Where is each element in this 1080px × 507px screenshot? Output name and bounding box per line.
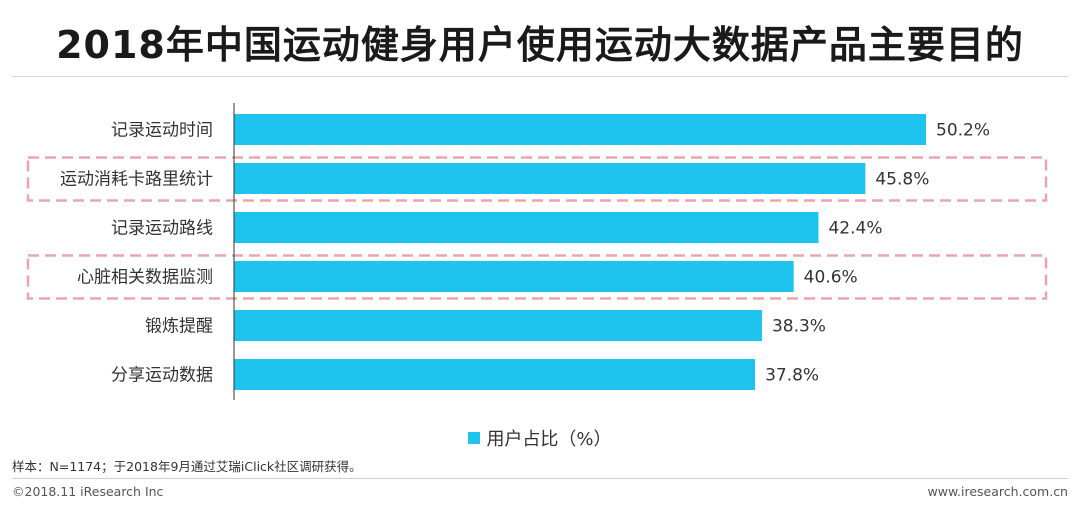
bar: [234, 212, 819, 243]
copyright-text: ©2018.11 iResearch Inc: [12, 484, 164, 499]
footer-divider: [12, 478, 1068, 479]
legend-label: 用户占比（%）: [486, 429, 612, 450]
legend-swatch: [468, 432, 481, 444]
chart-title: 2018年中国运动健身用户使用运动大数据产品主要目的: [56, 23, 1024, 67]
highlight-box: [26, 254, 1048, 300]
value-label: 37.8%: [765, 366, 819, 386]
category-label: 运动消耗卡路里统计: [60, 170, 213, 190]
website-url: www.iresearch.com.cn: [927, 484, 1069, 499]
category-label: 心脏相关数据监测: [77, 268, 213, 288]
bar: [234, 163, 866, 194]
bar: [234, 310, 762, 341]
value-label: 45.8%: [875, 170, 929, 190]
category-label: 锻炼提醒: [145, 317, 213, 337]
legend: 用户占比（%）: [0, 425, 1080, 451]
bar: [234, 261, 794, 292]
title-divider: [12, 76, 1068, 77]
value-label: 42.4%: [828, 219, 882, 239]
highlight-box: [26, 156, 1048, 202]
highlight-boxes: [26, 156, 1048, 300]
value-labels: 50.2% 45.8% 42.4% 40.6% 38.3% 37.8%: [765, 121, 990, 386]
value-label: 50.2%: [936, 121, 990, 141]
bar: [234, 359, 756, 390]
bars: [234, 114, 926, 390]
category-label: 分享运动数据: [111, 366, 213, 386]
value-label: 38.3%: [772, 317, 826, 337]
sample-footnote: 样本：N=1174；于2018年9月通过艾瑞iClick社区调研获得。: [12, 459, 362, 474]
category-label: 记录运动路线: [111, 219, 213, 239]
category-label: 记录运动时间: [111, 121, 213, 141]
value-label: 40.6%: [804, 268, 858, 288]
bar: [234, 114, 926, 145]
